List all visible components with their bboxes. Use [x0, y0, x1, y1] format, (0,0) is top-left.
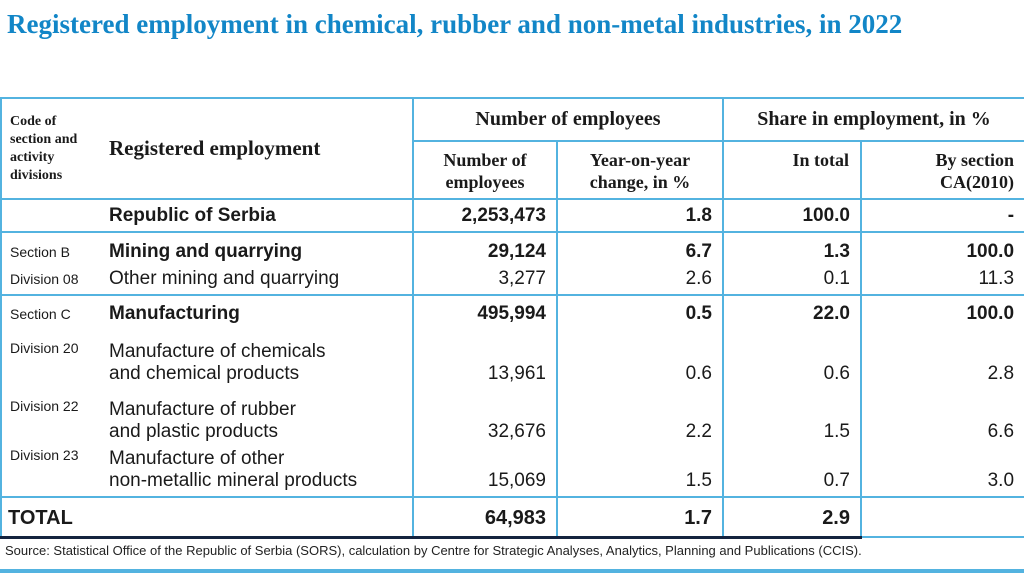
- cell-name: Mining and quarrying: [101, 231, 413, 267]
- header-by-section: By section CA(2010): [859, 140, 1024, 199]
- cell-share-by-section: -: [859, 198, 1024, 232]
- cell-employees: 13,961: [412, 329, 557, 389]
- code-text: Section C: [10, 306, 71, 322]
- cell-share-by-section: 3.0: [859, 447, 1024, 497]
- cell-code: Division 20: [0, 329, 101, 389]
- cell-name: Other mining and quarrying: [109, 268, 340, 289]
- cell-share-in-total: 1.3: [722, 231, 861, 267]
- cell-employees: 32,676: [412, 389, 557, 447]
- cell-share-in-total: 0.6: [722, 329, 861, 389]
- page-title: Registered employment in chemical, rubbe…: [7, 9, 903, 39]
- total-row: TOTAL 64,983 1.7 2.9: [0, 496, 1024, 539]
- cell-code: Division 08: [0, 267, 101, 295]
- cell-share-by-section: 2.8: [859, 329, 1024, 389]
- table-row: Section C Manufacturing 495,994 0.5 22.0 100.…: [0, 294, 1024, 329]
- cell-share-in-total: 1.5: [722, 389, 861, 447]
- table-row: Division 22 Manufacture of rubber and pla…: [0, 389, 1024, 447]
- code-text: Division 22: [10, 398, 79, 414]
- cell-share-in-total: 0.7: [722, 447, 861, 497]
- cell-name: Manufacture of other non-metallic minera…: [109, 448, 358, 491]
- total-share-by-section: [859, 496, 1024, 538]
- cell-employees: 29,124: [412, 231, 557, 267]
- source-note: Source: Statistical Office of the Republ…: [5, 543, 862, 558]
- table-row: Section B Mining and quarrying 29,124 6.7 1.…: [0, 231, 1024, 267]
- employment-table: Code of section and activity divisions R…: [0, 97, 1024, 539]
- bottom-rule: [0, 569, 1024, 573]
- cell-code: Division 22: [0, 389, 101, 447]
- cell-yoy-change: 6.7: [556, 231, 723, 267]
- cell-employees: 2,253,473: [412, 198, 557, 232]
- code-text: Section B: [10, 244, 70, 260]
- cell-name: Republic of Serbia: [101, 198, 413, 232]
- table-row: Division 23 Manufacture of other non-meta…: [0, 447, 1024, 497]
- header-in-total: In total: [722, 140, 861, 199]
- table-row: Division 20 Manufacture of chemicals and …: [0, 329, 1024, 389]
- cell-yoy-change: 2.6: [556, 267, 723, 295]
- cell-name: Manufacture of chemicals and chemical pr…: [109, 341, 326, 384]
- cell-share-by-section: 100.0: [859, 294, 1024, 329]
- total-yoy-change: 1.7: [556, 496, 723, 539]
- code-text: Division 08: [10, 271, 79, 287]
- table-header: Code of section and activity divisions R…: [0, 97, 1024, 199]
- cell-yoy-change: 1.5: [556, 447, 723, 497]
- header-registered-employment: Registered employment: [101, 97, 413, 199]
- cell-employees: 15,069: [412, 447, 557, 497]
- cell-share-by-section: 6.6: [859, 389, 1024, 447]
- cell-yoy-change: 1.8: [556, 198, 723, 232]
- table-footer: TOTAL 64,983 1.7 2.9: [0, 496, 1024, 539]
- cell-code: [0, 198, 101, 232]
- header-group-share-in-employment: Share in employment, in %: [721, 97, 1024, 141]
- code-text: Division 20: [10, 340, 79, 356]
- table-row: Division 08 Other mining and quarrying 3,2…: [0, 267, 1024, 295]
- code-text: Division 23: [10, 447, 79, 463]
- cell-name: Manufacture of rubber and plastic produc…: [109, 399, 296, 442]
- cell-share-in-total: 0.1: [722, 267, 861, 295]
- header-number-of-employees: Number of employees: [412, 140, 557, 199]
- cell-share-by-section: 11.3: [859, 267, 1024, 295]
- cell-share-in-total: 100.0: [722, 198, 861, 232]
- cell-yoy-change: 0.6: [556, 329, 723, 389]
- cell-share-in-total: 22.0: [722, 294, 861, 329]
- cell-share-by-section: 100.0: [859, 231, 1024, 267]
- cell-code: Section B: [0, 231, 101, 267]
- cell-code: Division 23: [0, 447, 101, 497]
- cell-employees: 3,277: [412, 267, 557, 295]
- total-employees: 64,983: [412, 496, 557, 539]
- cell-yoy-change: 2.2: [556, 389, 723, 447]
- cell-yoy-change: 0.5: [556, 294, 723, 329]
- total-share-in-total: 2.9: [722, 496, 861, 539]
- cell-code: Section C: [0, 294, 101, 329]
- table-body: Republic of Serbia 2,253,473 1.8 100.0- Sect…: [0, 198, 1024, 497]
- table-row: Republic of Serbia 2,253,473 1.8 100.0-: [0, 198, 1024, 232]
- total-label: TOTAL: [0, 496, 413, 539]
- header-code-column: Code of section and activity divisions: [0, 97, 101, 199]
- header-group-number-of-employees: Number of employees: [412, 97, 723, 141]
- cell-employees: 495,994: [412, 294, 557, 329]
- cell-name: Manufacturing: [101, 294, 413, 329]
- header-yoy-change: Year-on-year change, in %: [556, 140, 723, 199]
